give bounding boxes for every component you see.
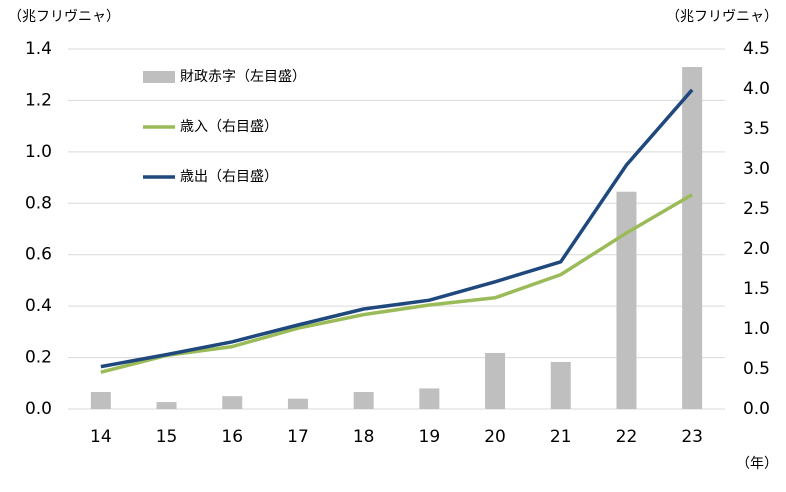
line: [100, 193, 694, 374]
bar: [485, 352, 506, 409]
y2-tick-label: 0.0: [743, 399, 770, 419]
y-tick-label: 0.4: [25, 296, 52, 316]
y-tick-label: 1.0: [25, 142, 52, 162]
y-tick-label: 1.4: [25, 39, 52, 59]
y2-tick-label: 2.5: [743, 199, 770, 219]
bar: [419, 388, 440, 409]
x-tick-label: 23: [681, 427, 703, 447]
y2-axis-label: （兆フリヴニャ）: [666, 8, 778, 25]
legend-label: 歳出（右目盛）: [180, 169, 278, 185]
y-tick-label: 0.8: [25, 193, 52, 213]
x-tick-label: 16: [221, 427, 243, 447]
y-tick-label: 1.2: [25, 90, 52, 110]
y2-tick-label: 0.5: [743, 359, 770, 379]
bar: [287, 398, 308, 409]
y2-tick-label: 3.0: [743, 159, 770, 179]
y2-tick-label: 3.5: [743, 119, 770, 139]
y2-tick-label: 4.5: [743, 39, 770, 59]
x-tick-label: 17: [287, 427, 309, 447]
x-tick-label: 21: [550, 427, 572, 447]
legend-label: 財政赤字（左目盛）: [180, 69, 306, 85]
bar: [90, 392, 111, 409]
bar: [616, 191, 637, 409]
bar: [550, 361, 571, 409]
y-axis-label: （兆フリヴニャ）: [8, 8, 120, 25]
y-tick-label: 0.2: [25, 348, 52, 368]
x-tick-label: 14: [90, 427, 112, 447]
x-axis-label: （年）: [736, 456, 778, 472]
legend-label: 歳入（右目盛）: [180, 119, 278, 135]
x-tick-label: 20: [484, 427, 506, 447]
x-tick-label: 22: [616, 427, 638, 447]
line: [100, 88, 694, 369]
bar: [682, 67, 703, 409]
bar: [222, 396, 243, 409]
y2-tick-label: 1.5: [743, 279, 770, 299]
y-tick-label: 0.6: [25, 245, 52, 265]
y2-tick-label: 2.0: [743, 239, 770, 259]
legend-swatch: [143, 71, 175, 83]
y2-tick-label: 4.0: [743, 79, 770, 99]
y2-tick-label: 1.0: [743, 319, 770, 339]
x-tick-label: 18: [353, 427, 375, 447]
bar: [353, 392, 374, 409]
x-tick-label: 15: [156, 427, 178, 447]
y-tick-label: 0.0: [25, 399, 52, 419]
bar: [156, 402, 177, 409]
x-tick-label: 19: [419, 427, 441, 447]
